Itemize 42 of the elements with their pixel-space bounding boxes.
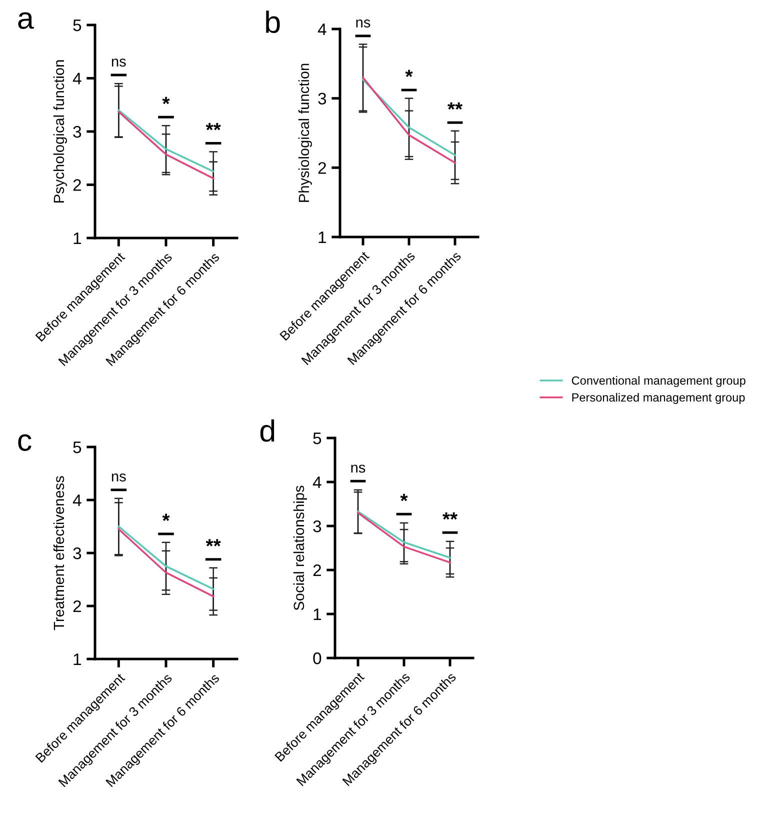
y-tick-label: 4 (318, 24, 326, 36)
y-tick-label: 3 (73, 126, 82, 138)
annotation: * (162, 514, 170, 521)
y-tick-label: 1 (318, 232, 326, 244)
annotation: * (400, 494, 408, 502)
annotation: ** (206, 539, 221, 546)
y-tick-label: 0 (313, 652, 322, 664)
y-tick-label: 5 (313, 432, 322, 444)
annotation: ns (351, 464, 366, 473)
y-tick-label: 1 (314, 608, 321, 620)
legend-label: Personalized management group (572, 392, 745, 404)
y-tick-label: 5 (73, 442, 82, 454)
y-axis-title: Psychological function (53, 60, 67, 202)
y-axis-title: Treatment effectiveness (53, 476, 64, 630)
chart-title: a (18, 12, 34, 29)
annotation: ns (112, 474, 126, 482)
annotation: ns (112, 58, 126, 67)
y-tick-label: 5 (73, 20, 82, 32)
y-axis-title: Physiological function (298, 64, 312, 202)
chart-title: d (260, 419, 274, 442)
y-tick-label: 3 (313, 520, 322, 532)
annotation: * (162, 96, 170, 104)
y-tick-label: 1 (74, 654, 81, 666)
text: ns (356, 20, 370, 28)
legend-label: Conventional management group (572, 376, 746, 388)
chart-title: b (266, 10, 280, 34)
y-axis-title: Social relationships (293, 486, 307, 610)
y-tick-label: 4 (312, 476, 322, 488)
y-tick-label: 4 (72, 494, 82, 506)
y-tick-label: 4 (72, 72, 82, 84)
y-tick-label: 3 (318, 92, 326, 105)
annotation: ** (442, 512, 458, 520)
y-tick-label: 3 (73, 547, 82, 560)
y-tick-label: 2 (318, 162, 326, 174)
y-tick-label: 2 (313, 564, 321, 576)
annotation: ** (447, 102, 463, 110)
annotation: * (405, 70, 413, 78)
chart-title: c (18, 434, 32, 451)
y-tick-label: 2 (73, 179, 81, 191)
y-tick-label: 1 (74, 232, 81, 244)
y-tick-label: 2 (73, 600, 81, 612)
annotation: ** (206, 123, 221, 130)
